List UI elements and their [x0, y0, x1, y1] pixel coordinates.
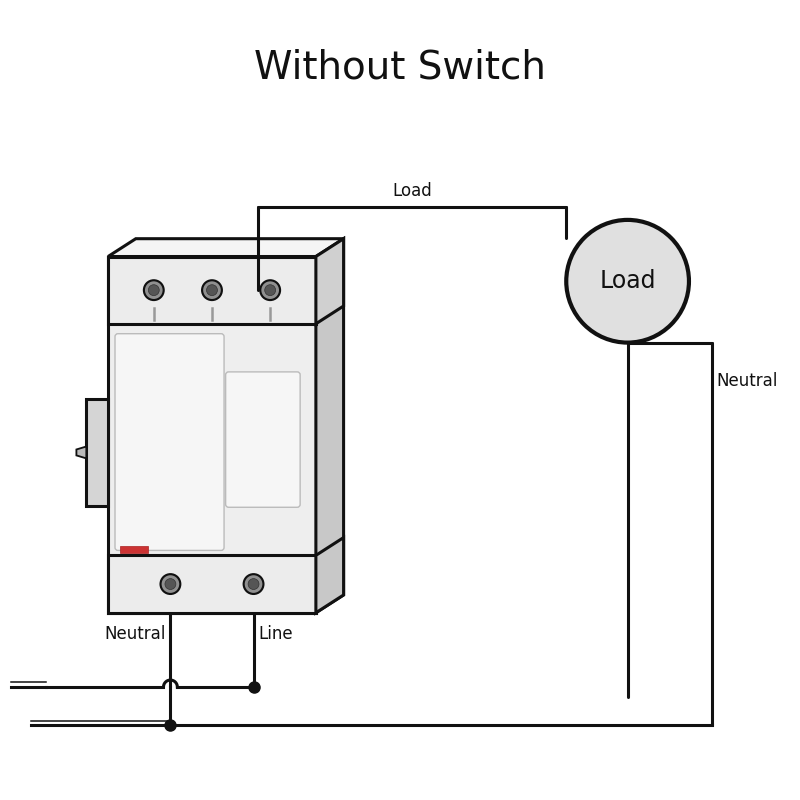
Polygon shape [316, 238, 343, 613]
Circle shape [248, 578, 259, 590]
Text: Load: Load [599, 270, 656, 294]
Circle shape [206, 285, 218, 295]
Circle shape [144, 280, 164, 300]
Polygon shape [316, 238, 343, 324]
Polygon shape [77, 446, 86, 458]
Circle shape [265, 285, 276, 295]
Text: Load: Load [392, 182, 432, 200]
Text: Without Switch: Without Switch [254, 49, 546, 86]
Polygon shape [108, 238, 343, 257]
Polygon shape [108, 257, 316, 324]
Circle shape [165, 578, 176, 590]
Text: Line: Line [258, 625, 293, 642]
Polygon shape [108, 555, 316, 613]
Text: Neutral: Neutral [104, 625, 166, 642]
Polygon shape [86, 399, 108, 506]
Circle shape [148, 285, 159, 295]
FancyBboxPatch shape [115, 334, 224, 550]
Circle shape [161, 574, 180, 594]
Circle shape [244, 574, 263, 594]
Polygon shape [120, 546, 148, 554]
Circle shape [202, 280, 222, 300]
FancyBboxPatch shape [226, 372, 300, 507]
Polygon shape [316, 538, 343, 613]
Polygon shape [108, 257, 316, 613]
Text: Neutral: Neutral [717, 372, 778, 390]
Circle shape [260, 280, 280, 300]
Circle shape [566, 220, 689, 342]
